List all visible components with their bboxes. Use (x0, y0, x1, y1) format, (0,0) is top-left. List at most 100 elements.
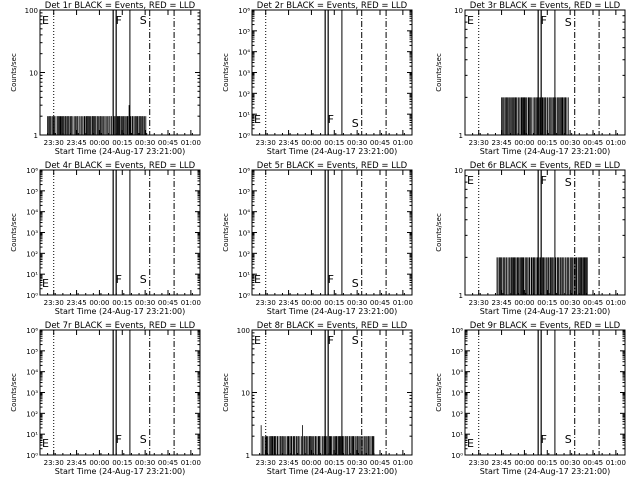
y-axis-label: Counts/sec (222, 213, 230, 252)
x-tick-label: 23:30 (469, 299, 489, 307)
x-tick-label: 00:15 (324, 139, 344, 147)
panel-det-1r: Det 1r BLACK = Events, RED = LLD 1 10 100 Co… (10, 1, 201, 156)
x-axis-label: Start Time (24-Aug-17 23:21:00) (55, 467, 186, 476)
y-tick-label: 10⁵ (238, 188, 250, 196)
y-tick-label: 10³ (451, 390, 463, 398)
y-tick-label: 10¹ (451, 431, 463, 439)
x-tick-label: 00:45 (370, 139, 390, 147)
y-tick-label: 1 (34, 132, 38, 140)
x-tick-label: 01:00 (181, 459, 201, 467)
y-tick-label: 10¹ (238, 271, 250, 279)
marker-letter-s: S (565, 433, 572, 446)
x-tick-label: 01:00 (181, 139, 201, 147)
y-axis-label: Counts/sec (10, 213, 18, 252)
y-tick-label: 10⁰ (238, 292, 250, 300)
marker-letter-s: S (352, 334, 359, 347)
y-tick-label: 10⁵ (238, 28, 250, 36)
x-tick-label: 00:45 (158, 459, 178, 467)
panel-title: Det 9r BLACK = Events, RED = LLD (470, 321, 621, 331)
x-tick-label: 00:15 (537, 139, 557, 147)
y-tick-label: 10⁴ (238, 209, 250, 217)
x-axis-label: Start Time (24-Aug-17 23:21:00) (267, 467, 398, 476)
marker-letter-e: E (467, 437, 474, 450)
x-tick-label: 00:15 (112, 299, 132, 307)
panel-title: Det 5r BLACK = Events, RED = LLD (257, 161, 408, 171)
x-tick-label: 23:30 (44, 459, 64, 467)
x-axis-label: Start Time (24-Aug-17 23:21:00) (267, 307, 398, 316)
x-tick-label: 01:00 (606, 299, 626, 307)
y-tick-label: 10² (26, 250, 38, 258)
panel-title: Det 4r BLACK = Events, RED = LLD (45, 161, 196, 171)
panel-title: Det 1r BLACK = Events, RED = LLD (45, 1, 196, 11)
x-tick-label: 23:45 (491, 299, 511, 307)
x-tick-label: 00:45 (583, 459, 603, 467)
x-tick-label: 00:00 (514, 459, 534, 467)
x-tick-label: 00:00 (301, 459, 321, 467)
marker-letter-s: S (352, 277, 359, 290)
y-tick-label: 10⁶ (451, 327, 463, 335)
marker-letter-e: E (254, 113, 261, 126)
panel-title: Det 3r BLACK = Events, RED = LLD (470, 1, 621, 11)
y-tick-label: 10⁵ (26, 188, 38, 196)
y-tick-label: 10 (454, 167, 463, 175)
y-tick-label: 10⁶ (238, 167, 250, 175)
marker-letter-f: F (541, 174, 547, 187)
marker-letter-f: F (116, 14, 122, 27)
y-tick-label: 10 (454, 7, 463, 15)
y-tick-label: 10⁴ (238, 49, 250, 57)
y-tick-label: 10⁰ (238, 132, 250, 140)
x-tick-label: 23:30 (469, 139, 489, 147)
x-tick-label: 00:15 (324, 459, 344, 467)
marker-letter-s: S (352, 117, 359, 130)
marker-letter-s: S (565, 16, 572, 29)
x-tick-label: 00:00 (89, 139, 109, 147)
x-tick-label: 00:15 (537, 459, 557, 467)
x-tick-label: 01:00 (606, 139, 626, 147)
y-tick-label: 10⁰ (451, 452, 463, 460)
y-tick-label: 10⁴ (26, 369, 38, 377)
y-tick-label: 10³ (238, 230, 250, 238)
marker-letter-s: S (140, 433, 147, 446)
y-tick-label: 10⁶ (238, 7, 250, 15)
y-axis-label: Counts/sec (435, 53, 443, 92)
x-tick-label: 00:00 (514, 139, 534, 147)
x-tick-label: 00:30 (135, 299, 155, 307)
y-axis-label: Counts/sec (10, 53, 18, 92)
x-tick-label: 00:15 (112, 139, 132, 147)
marker-letter-f: F (541, 14, 547, 27)
x-tick-label: 01:00 (181, 299, 201, 307)
y-tick-label: 10¹ (26, 431, 38, 439)
x-tick-label: 00:00 (301, 139, 321, 147)
panel-det-4r: Det 4r BLACK = Events, RED = LLD 10⁰ 10¹ 10… (10, 161, 201, 316)
x-tick-label: 23:30 (256, 459, 276, 467)
x-tick-label: 23:45 (491, 139, 511, 147)
x-tick-label: 23:45 (66, 299, 86, 307)
x-tick-label: 00:45 (370, 299, 390, 307)
panel-det-7r: Det 7r BLACK = Events, RED = LLD 10⁰ 10¹ 10… (10, 321, 201, 476)
events-series (501, 97, 569, 136)
y-tick-label: 10³ (26, 230, 38, 238)
marker-letter-f: F (328, 334, 334, 347)
y-tick-label: 10³ (26, 390, 38, 398)
x-tick-label: 00:00 (514, 299, 534, 307)
marker-letter-s: S (140, 273, 147, 286)
y-tick-label: 10⁴ (451, 369, 463, 377)
x-tick-label: 00:15 (324, 299, 344, 307)
y-tick-label: 10⁵ (26, 348, 38, 356)
marker-letter-e: E (254, 334, 261, 347)
y-tick-label: 100 (237, 327, 250, 335)
x-tick-label: 00:30 (560, 459, 580, 467)
panel-det-6r: Det 6r BLACK = Events, RED = LLD 1 10 Count… (435, 161, 626, 316)
x-tick-label: 00:00 (301, 299, 321, 307)
x-tick-label: 00:30 (135, 139, 155, 147)
y-axis-label: Counts/sec (222, 53, 230, 92)
marker-letter-s: S (565, 176, 572, 189)
panel-det-2r: Det 2r BLACK = Events, RED = LLD 10⁰ 10¹ 10… (222, 1, 413, 156)
x-tick-label: 00:30 (347, 459, 367, 467)
x-tick-label: 23:45 (491, 459, 511, 467)
y-tick-label: 10¹ (238, 111, 250, 119)
x-tick-label: 00:15 (537, 299, 557, 307)
x-tick-label: 00:45 (158, 139, 178, 147)
events-series (496, 257, 589, 296)
